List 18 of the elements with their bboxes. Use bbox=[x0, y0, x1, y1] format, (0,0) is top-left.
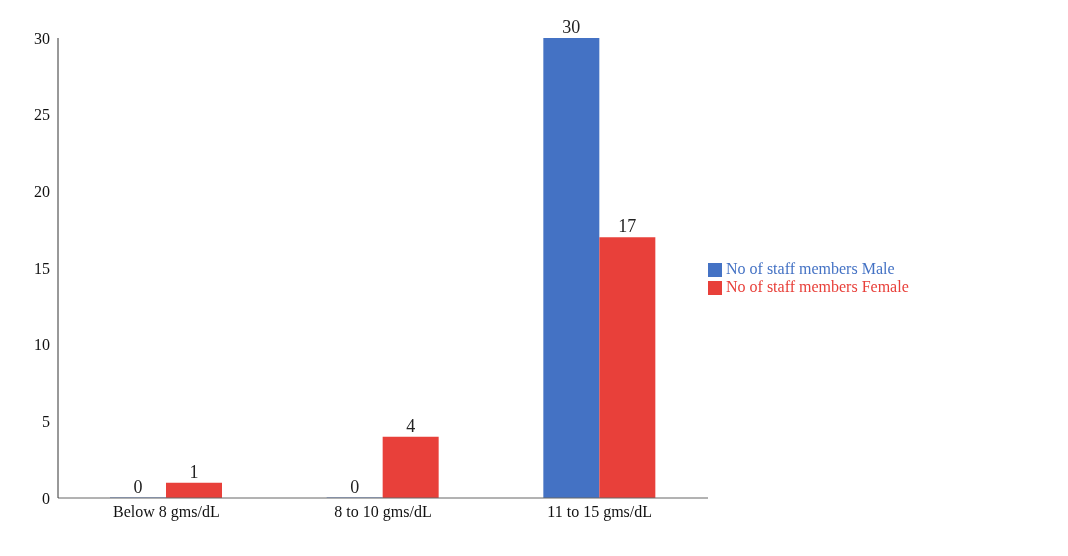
y-tick-label: 10 bbox=[34, 336, 50, 354]
x-tick-label: 8 to 10 gms/dL bbox=[334, 503, 432, 522]
y-tick-label: 0 bbox=[42, 489, 50, 507]
data-label: 1 bbox=[189, 461, 199, 482]
y-tick-label: 15 bbox=[34, 259, 50, 277]
data-label: 0 bbox=[133, 476, 143, 497]
x-tick-label: Below 8 gms/dL bbox=[113, 503, 220, 522]
data-label: 17 bbox=[618, 216, 637, 237]
legend-label: No of staff members Male bbox=[726, 260, 895, 277]
y-tick-label: 5 bbox=[42, 413, 50, 431]
x-tick-label: 11 to 15 gms/dL bbox=[547, 503, 653, 522]
legend-label: No of staff members Female bbox=[726, 278, 909, 295]
y-tick-label: 20 bbox=[34, 183, 50, 201]
y-tick-label: 30 bbox=[34, 29, 50, 47]
data-label: 0 bbox=[350, 476, 360, 497]
data-label: 30 bbox=[562, 17, 581, 37]
y-tick-label: 25 bbox=[34, 106, 50, 124]
data-label: 4 bbox=[406, 415, 416, 436]
